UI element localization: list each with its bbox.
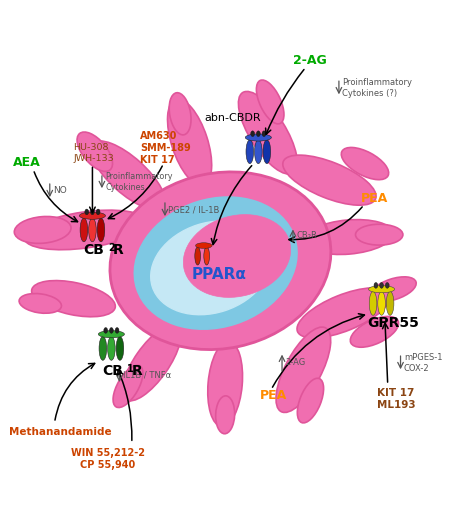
Ellipse shape — [374, 283, 378, 288]
Ellipse shape — [110, 172, 331, 350]
Ellipse shape — [369, 291, 377, 315]
Ellipse shape — [96, 209, 100, 215]
Ellipse shape — [386, 291, 394, 315]
Text: PEA: PEA — [260, 389, 287, 402]
Text: mPGES-1
COX-2: mPGES-1 COX-2 — [404, 353, 442, 373]
Ellipse shape — [350, 316, 399, 347]
Ellipse shape — [19, 293, 62, 313]
Text: CB: CB — [102, 364, 123, 378]
Ellipse shape — [169, 93, 191, 135]
Text: PEA: PEA — [361, 191, 388, 205]
Ellipse shape — [91, 209, 94, 215]
Text: IL1B / TNFα: IL1B / TNFα — [123, 371, 171, 380]
Ellipse shape — [195, 243, 212, 248]
Ellipse shape — [77, 132, 112, 172]
Text: AEA: AEA — [13, 156, 41, 168]
Text: PPARα: PPARα — [191, 267, 246, 282]
Text: R: R — [113, 243, 124, 257]
Text: AM630
SMM-189
KIT 17: AM630 SMM-189 KIT 17 — [140, 131, 191, 165]
Ellipse shape — [32, 281, 115, 317]
Ellipse shape — [99, 331, 124, 338]
Text: WIN 55,212-2
CP 55,940: WIN 55,212-2 CP 55,940 — [71, 447, 145, 470]
Ellipse shape — [80, 212, 105, 219]
Ellipse shape — [208, 342, 243, 426]
Ellipse shape — [108, 336, 115, 360]
Text: Proinflammatory
Cytokines: Proinflammatory Cytokines — [105, 172, 173, 192]
Ellipse shape — [378, 291, 385, 315]
Ellipse shape — [116, 336, 124, 360]
Text: KIT 17
ML193: KIT 17 ML193 — [377, 388, 415, 410]
Ellipse shape — [246, 134, 272, 141]
Text: 2: 2 — [108, 243, 115, 253]
Text: HU-308
JWH-133: HU-308 JWH-133 — [73, 143, 114, 163]
Ellipse shape — [369, 286, 395, 293]
Ellipse shape — [303, 220, 393, 254]
Ellipse shape — [122, 325, 181, 401]
Ellipse shape — [91, 141, 165, 210]
Ellipse shape — [251, 131, 255, 137]
Ellipse shape — [85, 209, 89, 215]
Ellipse shape — [356, 224, 403, 245]
Ellipse shape — [24, 210, 146, 250]
Ellipse shape — [204, 247, 210, 265]
Text: PGE2 / IL-1B: PGE2 / IL-1B — [168, 205, 219, 214]
Ellipse shape — [115, 328, 119, 333]
Ellipse shape — [256, 131, 260, 137]
Ellipse shape — [134, 197, 297, 329]
Text: 1: 1 — [127, 364, 134, 374]
Text: CB: CB — [83, 243, 104, 257]
Ellipse shape — [341, 147, 389, 180]
Ellipse shape — [195, 247, 201, 265]
Ellipse shape — [246, 140, 254, 163]
Ellipse shape — [371, 277, 416, 302]
Ellipse shape — [104, 328, 108, 333]
Ellipse shape — [99, 336, 107, 360]
Ellipse shape — [255, 140, 262, 163]
Ellipse shape — [276, 327, 331, 413]
Ellipse shape — [297, 288, 390, 338]
Text: Methanandamide: Methanandamide — [9, 428, 111, 437]
Text: 2-AG: 2-AG — [286, 358, 306, 367]
Ellipse shape — [167, 99, 212, 185]
Ellipse shape — [380, 283, 383, 288]
Ellipse shape — [113, 365, 143, 408]
Ellipse shape — [256, 80, 284, 124]
Ellipse shape — [14, 217, 71, 243]
Ellipse shape — [297, 378, 324, 423]
Ellipse shape — [283, 155, 376, 205]
Text: R: R — [132, 364, 143, 378]
Ellipse shape — [183, 215, 291, 297]
Text: CB₂R: CB₂R — [297, 231, 318, 240]
Text: NO: NO — [53, 186, 67, 195]
Ellipse shape — [262, 131, 266, 137]
Text: Proinflammatory
Cytokines (?): Proinflammatory Cytokines (?) — [342, 78, 412, 98]
Ellipse shape — [216, 396, 235, 434]
Ellipse shape — [97, 218, 105, 242]
Ellipse shape — [109, 328, 113, 333]
Text: abn-CBDR: abn-CBDR — [205, 113, 261, 122]
Ellipse shape — [151, 221, 271, 315]
Text: GPR55: GPR55 — [367, 316, 419, 330]
Ellipse shape — [80, 218, 88, 242]
Text: 2-AG: 2-AG — [293, 54, 327, 67]
Ellipse shape — [238, 92, 297, 174]
Ellipse shape — [263, 140, 271, 163]
Ellipse shape — [89, 218, 96, 242]
Ellipse shape — [385, 283, 389, 288]
